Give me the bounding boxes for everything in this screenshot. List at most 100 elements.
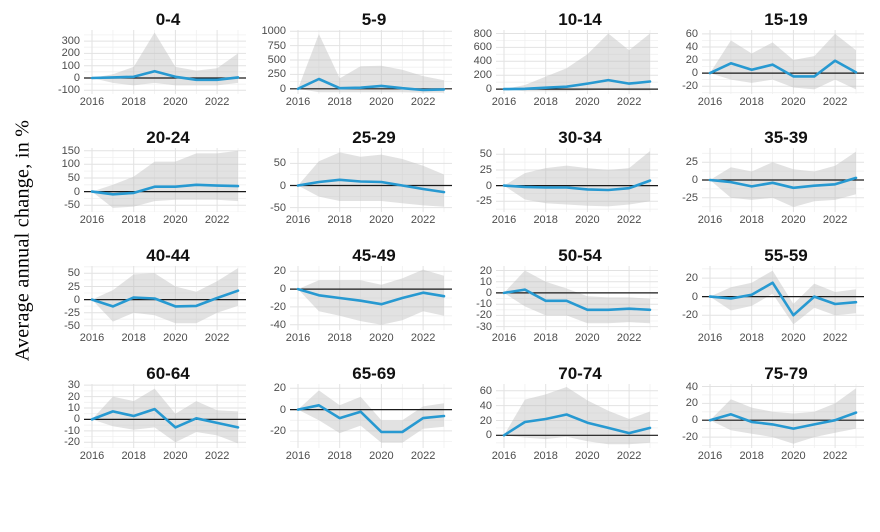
x-tick-label: 2022 (822, 450, 848, 462)
x-tick-label: 2020 (163, 214, 188, 226)
x-axis-ticks: 2016 2018 2020 2022 (698, 212, 864, 227)
y-tick-label: 200 (473, 69, 492, 82)
panel-title: 70-74 (558, 364, 602, 383)
y-tick-label: 50 (273, 157, 286, 170)
y-tick-label: 0 (73, 413, 80, 426)
confidence-ribbon (298, 34, 444, 93)
x-tick-label: 2020 (575, 332, 600, 344)
panel-plot (290, 30, 452, 94)
y-tick-label: 0 (73, 72, 80, 84)
x-axis-ticks: 2016 2018 2020 2022 (492, 94, 658, 109)
confidence-ribbon (710, 151, 856, 207)
x-tick-label: 2022 (616, 332, 642, 344)
facet-panel-5-9: 5-9 1000 750 500 250 0 2016 2018 2020 2022 (252, 10, 458, 123)
y-tick-label: 100 (61, 158, 80, 171)
x-tick-label: 2020 (781, 450, 806, 462)
y-tick-label: 0 (485, 179, 492, 192)
x-tick-label: 2016 (285, 96, 311, 108)
confidence-ribbon (92, 150, 238, 208)
y-axis-label-text: Average annual change, in % (11, 119, 34, 361)
x-axis-ticks: 2016 2018 2020 2022 (286, 212, 452, 227)
y-tick-label: -50 (64, 199, 80, 212)
y-tick-label: -25 (682, 191, 698, 204)
x-tick-label: 2018 (121, 450, 146, 462)
estimate-line (708, 281, 858, 317)
y-tick-label: 10 (479, 275, 492, 288)
x-tick-label: 2016 (697, 450, 723, 462)
x-tick-label: 2020 (369, 332, 394, 344)
y-axis-ticks: 20 0 -20 (252, 382, 290, 448)
estimate-line (90, 407, 240, 429)
panel-plot (290, 148, 452, 212)
y-tick-label: -20 (682, 309, 698, 322)
y-axis-ticks: 50 25 0 -25 -50 (46, 266, 84, 332)
y-tick-label: 0 (279, 179, 286, 192)
panel-title: 20-24 (146, 128, 190, 147)
x-tick-label: 2016 (285, 332, 311, 344)
y-tick-label: -20 (682, 431, 698, 444)
estimate-line (502, 78, 652, 91)
x-tick-label: 2022 (204, 214, 230, 226)
x-tick-label: 2018 (327, 96, 352, 108)
x-tick-label: 2022 (822, 214, 848, 226)
y-tick-label: 0 (485, 429, 492, 442)
x-tick-label: 2022 (410, 332, 436, 344)
y-tick-label: -50 (64, 319, 80, 332)
x-tick-label: 2016 (79, 332, 105, 344)
y-tick-label: -10 (476, 298, 492, 311)
y-tick-label: 25 (479, 164, 492, 176)
y-tick-label: 60 (685, 27, 698, 40)
estimate-line (708, 59, 858, 78)
y-tick-label: 20 (685, 397, 698, 410)
x-tick-label: 2016 (285, 214, 311, 226)
x-tick-label: 2020 (575, 96, 600, 108)
y-tick-label: 25 (685, 156, 698, 169)
x-tick-label: 2018 (739, 214, 764, 226)
x-tick-label: 2016 (697, 96, 723, 108)
estimate-line (708, 176, 858, 190)
confidence-ribbon (298, 390, 444, 443)
y-tick-label: 40 (479, 399, 492, 412)
y-tick-label: 50 (67, 172, 80, 184)
panel-plot (496, 30, 658, 94)
y-tick-label: 300 (61, 35, 80, 48)
y-tick-label: -20 (682, 80, 698, 93)
x-tick-label: 2020 (575, 450, 600, 462)
y-tick-label: 60 (479, 384, 492, 397)
x-tick-label: 2022 (410, 214, 436, 226)
y-tick-label: -20 (64, 436, 80, 449)
y-tick-label: 0 (279, 403, 286, 416)
x-tick-label: 2022 (204, 96, 230, 108)
panel-title: 15-19 (764, 10, 808, 29)
y-tick-label: 0 (691, 67, 698, 80)
facet-panel-50-54: 50-54 20 10 0 -10 -20 -30 2016 2018 2020 2022 (458, 246, 664, 359)
x-axis-ticks: 2016 2018 2020 2022 (286, 94, 452, 109)
y-axis-label: Average annual change, in % (0, 0, 46, 480)
y-tick-label: 20 (479, 264, 492, 277)
y-tick-label: 200 (61, 47, 80, 60)
y-tick-label: 150 (61, 144, 80, 157)
y-axis-ticks: 50 0 -50 (252, 148, 290, 213)
panel-plot (496, 148, 658, 212)
y-axis-ticks: 150 100 50 0 -50 (46, 144, 84, 212)
x-tick-label: 2016 (285, 450, 311, 462)
y-tick-label: 0 (691, 174, 698, 186)
y-axis-ticks: 60 40 20 0 (458, 384, 496, 448)
y-tick-label: 40 (685, 380, 698, 393)
y-tick-label: -25 (64, 306, 80, 319)
x-tick-label: 2018 (533, 214, 558, 226)
estimate-line (502, 179, 652, 192)
y-tick-label: 20 (273, 265, 286, 278)
x-tick-label: 2022 (616, 450, 642, 462)
estimate-line (90, 69, 240, 82)
y-tick-label: -20 (270, 424, 286, 437)
x-tick-label: 2018 (739, 450, 764, 462)
estimate-line (296, 178, 446, 194)
y-tick-label: -30 (476, 320, 492, 333)
x-tick-label: 2016 (491, 332, 517, 344)
y-tick-label: 400 (473, 55, 492, 68)
y-tick-label: -25 (476, 195, 492, 208)
x-tick-label: 2020 (369, 214, 394, 226)
x-tick-label: 2016 (79, 96, 105, 108)
facet-panel-70-74: 70-74 60 40 20 0 2016 2018 2020 2022 (458, 364, 664, 477)
